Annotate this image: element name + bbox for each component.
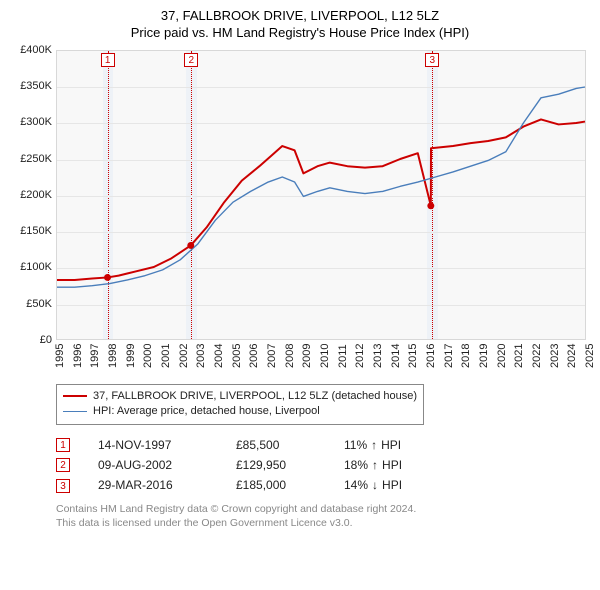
- y-tick-label: £0: [8, 334, 52, 346]
- sale-date: 09-AUG-2002: [98, 455, 208, 475]
- x-tick-label: 1997: [89, 343, 101, 367]
- sale-delta: 11%↑HPI: [344, 435, 401, 455]
- chart: £0£50K£100K£150K£200K£250K£300K£350K£400…: [8, 48, 592, 378]
- x-tick-label: 1996: [72, 343, 84, 367]
- x-tick-label: 2006: [248, 343, 260, 367]
- y-tick-label: £100K: [8, 261, 52, 273]
- legend-swatch: [63, 411, 87, 412]
- x-tick-label: 2003: [195, 343, 207, 367]
- x-tick-label: 2023: [549, 343, 561, 367]
- sale-point: [187, 242, 194, 249]
- x-tick-label: 2022: [531, 343, 543, 367]
- sale-point: [104, 274, 111, 281]
- x-tick-label: 2024: [566, 343, 578, 367]
- x-tick-label: 2018: [460, 343, 472, 367]
- y-tick-label: £300K: [8, 116, 52, 128]
- x-tick-label: 2020: [496, 343, 508, 367]
- sale-price: £185,000: [236, 475, 316, 495]
- sale-delta-suffix: HPI: [381, 435, 401, 455]
- x-tick-label: 2013: [372, 343, 384, 367]
- y-tick-label: £50K: [8, 298, 52, 310]
- sale-row-number: 1: [56, 438, 70, 452]
- sale-delta: 18%↑HPI: [344, 455, 402, 475]
- sale-delta: 14%↓HPI: [344, 475, 402, 495]
- sale-row: 3 29-MAR-2016 £185,000 14%↓HPI: [56, 475, 592, 495]
- y-tick-label: £150K: [8, 225, 52, 237]
- y-tick-label: £250K: [8, 153, 52, 165]
- sale-point: [427, 202, 434, 209]
- sale-price: £129,950: [236, 455, 316, 475]
- x-tick-label: 2021: [513, 343, 525, 367]
- sale-delta-pct: 18%: [344, 455, 368, 475]
- sale-marker-number: 1: [101, 53, 115, 67]
- property-price-line: [57, 119, 585, 280]
- y-tick-label: £400K: [8, 44, 52, 56]
- x-tick-label: 2016: [425, 343, 437, 367]
- arrow-down-icon: ↓: [372, 475, 378, 495]
- x-tick-label: 2001: [160, 343, 172, 367]
- sale-date: 14-NOV-1997: [98, 435, 208, 455]
- y-tick-label: £200K: [8, 189, 52, 201]
- arrow-up-icon: ↑: [372, 455, 378, 475]
- x-tick-label: 2010: [319, 343, 331, 367]
- title-line-1: 37, FALLBROOK DRIVE, LIVERPOOL, L12 5LZ: [8, 8, 592, 25]
- legend-swatch: [63, 395, 87, 397]
- x-tick-label: 1998: [107, 343, 119, 367]
- x-tick-label: 2014: [390, 343, 402, 367]
- y-tick-label: £350K: [8, 80, 52, 92]
- x-tick-label: 2011: [337, 344, 349, 368]
- x-tick-label: 2005: [231, 343, 243, 367]
- sale-row-number: 2: [56, 458, 70, 472]
- sale-marker-number: 2: [184, 53, 198, 67]
- footer-line-1: Contains HM Land Registry data © Crown c…: [56, 502, 592, 516]
- sale-row: 2 09-AUG-2002 £129,950 18%↑HPI: [56, 455, 592, 475]
- x-tick-label: 2007: [266, 343, 278, 367]
- plot-area: 1 2 3: [56, 50, 586, 340]
- sale-delta-suffix: HPI: [382, 475, 402, 495]
- x-tick-label: 2025: [584, 343, 596, 367]
- footer-line-2: This data is licensed under the Open Gov…: [56, 516, 592, 530]
- sales-table: 1 14-NOV-1997 £85,500 11%↑HPI 2 09-AUG-2002 £1…: [56, 435, 592, 496]
- sale-delta-pct: 14%: [344, 475, 368, 495]
- x-tick-label: 2004: [213, 343, 225, 367]
- x-tick-label: 2002: [178, 343, 190, 367]
- x-tick-label: 2017: [443, 343, 455, 367]
- x-tick-label: 1999: [125, 343, 137, 367]
- arrow-up-icon: ↑: [371, 435, 377, 455]
- sale-delta-pct: 11%: [344, 435, 367, 455]
- legend-label: HPI: Average price, detached house, Live…: [93, 404, 320, 419]
- sale-row-number: 3: [56, 479, 70, 493]
- hpi-line: [57, 87, 585, 287]
- legend-row: HPI: Average price, detached house, Live…: [63, 404, 417, 419]
- x-tick-label: 2019: [478, 343, 490, 367]
- x-tick-label: 2008: [284, 343, 296, 367]
- page: 37, FALLBROOK DRIVE, LIVERPOOL, L12 5LZ …: [0, 0, 600, 590]
- sale-marker-number: 3: [425, 53, 439, 67]
- sale-delta-suffix: HPI: [382, 455, 402, 475]
- x-tick-label: 2015: [407, 343, 419, 367]
- sale-price: £85,500: [236, 435, 316, 455]
- sale-row: 1 14-NOV-1997 £85,500 11%↑HPI: [56, 435, 592, 455]
- title-line-2: Price paid vs. HM Land Registry's House …: [8, 25, 592, 42]
- x-tick-label: 2009: [301, 343, 313, 367]
- legend-row: 37, FALLBROOK DRIVE, LIVERPOOL, L12 5LZ …: [63, 389, 417, 404]
- sale-date: 29-MAR-2016: [98, 475, 208, 495]
- legend-label: 37, FALLBROOK DRIVE, LIVERPOOL, L12 5LZ …: [93, 389, 417, 404]
- x-tick-label: 1995: [54, 343, 66, 367]
- footer: Contains HM Land Registry data © Crown c…: [56, 502, 592, 530]
- x-tick-label: 2000: [142, 343, 154, 367]
- legend: 37, FALLBROOK DRIVE, LIVERPOOL, L12 5LZ …: [56, 384, 424, 425]
- x-tick-label: 2012: [354, 343, 366, 367]
